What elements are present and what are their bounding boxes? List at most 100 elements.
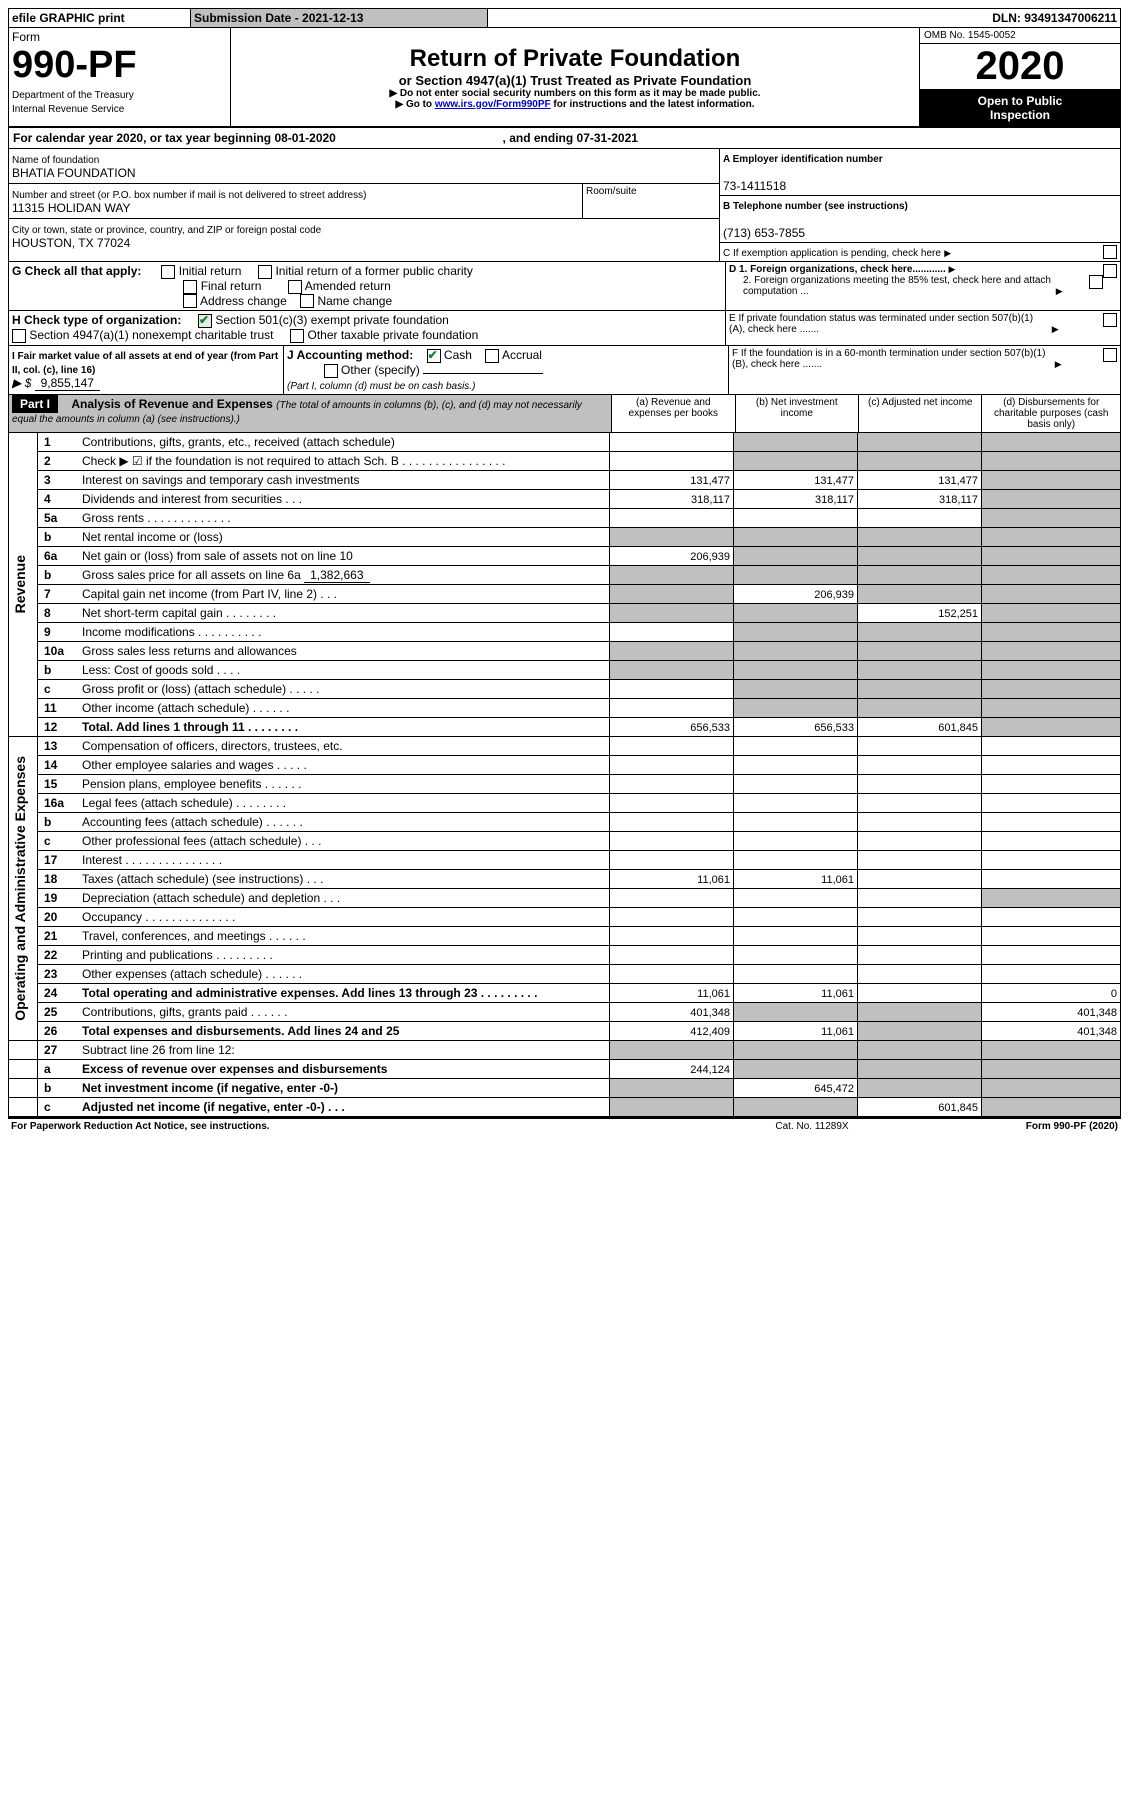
form-subtitle: or Section 4947(a)(1) Trust Treated as P… (234, 73, 916, 88)
opt-501c3: Section 501(c)(3) exempt private foundat… (215, 313, 448, 327)
opt-addr-change: Address change (200, 294, 287, 308)
form-ref: Form 990-PF (2020) (915, 1118, 1121, 1134)
checkbox-name-change[interactable] (300, 294, 314, 308)
section-ijf: I Fair market value of all assets at end… (8, 346, 1121, 395)
city-label: City or town, state or province, country… (12, 225, 321, 236)
table-row: 24Total operating and administrative exp… (9, 983, 1121, 1002)
arrow-icon (1052, 324, 1059, 335)
checkbox-amended[interactable] (288, 280, 302, 294)
table-row: bNet investment income (if negative, ent… (9, 1078, 1121, 1097)
cal-prefix: For calendar year 2020, or tax year begi… (13, 131, 274, 145)
goto-pre: ▶ Go to (395, 99, 434, 110)
checkbox-f[interactable] (1103, 348, 1117, 362)
phone-value: (713) 653-7855 (723, 226, 805, 240)
table-row: 12Total. Add lines 1 through 11 . . . . … (9, 717, 1121, 736)
d1-label: D 1. Foreign organizations, check here..… (729, 264, 946, 275)
section-g-d: G Check all that apply: Initial return I… (8, 262, 1121, 311)
table-row: 23Other expenses (attach schedule) . . .… (9, 964, 1121, 983)
checkbox-d1[interactable] (1103, 264, 1117, 278)
i-label: I Fair market value of all assets at end… (12, 351, 278, 376)
foundation-name: BHATIA FOUNDATION (12, 166, 136, 180)
table-row: bGross sales price for all assets on lin… (9, 565, 1121, 584)
city-state-zip: HOUSTON, TX 77024 (12, 236, 130, 250)
checkbox-e[interactable] (1103, 313, 1117, 327)
table-row: 5aGross rents . . . . . . . . . . . . . (9, 508, 1121, 527)
address-label: Number and street (or P.O. box number if… (12, 190, 366, 201)
table-row: bNet rental income or (loss) (9, 527, 1121, 546)
efile-label[interactable]: efile GRAPHIC print (9, 9, 191, 28)
dln-label: DLN: (992, 11, 1024, 25)
subdate-label: Submission Date - (194, 11, 302, 25)
table-row: 20Occupancy . . . . . . . . . . . . . . (9, 907, 1121, 926)
section-label: Operating and Administrative Expenses (12, 756, 28, 1021)
table-row: 4Dividends and interest from securities … (9, 489, 1121, 508)
irs-label: Internal Revenue Service (12, 104, 124, 115)
part1-grid: Revenue1Contributions, gifts, grants, et… (8, 433, 1121, 1117)
room-suite-label: Room/suite (583, 184, 720, 219)
checkbox-other-method[interactable] (324, 364, 338, 378)
checkbox-4947[interactable] (12, 329, 26, 343)
checkbox-addr-change[interactable] (183, 294, 197, 308)
col-d-header: (d) Disbursements for charitable purpose… (982, 395, 1121, 433)
checkbox-final-return[interactable] (183, 280, 197, 294)
table-row: 6aNet gain or (loss) from sale of assets… (9, 546, 1121, 565)
table-row: bAccounting fees (attach schedule) . . .… (9, 812, 1121, 831)
cal-mid: , and ending (503, 131, 577, 145)
form-header: Form 990-PF Department of the Treasury I… (8, 28, 1121, 128)
e-label: E If private foundation status was termi… (729, 313, 1049, 335)
col-c-header: (c) Adjusted net income (859, 395, 982, 433)
table-row: 17Interest . . . . . . . . . . . . . . . (9, 850, 1121, 869)
fmv-value: 9,855,147 (35, 376, 100, 391)
checkbox-accrual[interactable] (485, 349, 499, 363)
tax-year-begin: 08-01-2020 (274, 131, 335, 145)
part1-label: Part I (12, 395, 58, 413)
table-row: cGross profit or (loss) (attach schedule… (9, 679, 1121, 698)
foundation-name-label: Name of foundation (12, 155, 99, 166)
checkbox-cash[interactable] (427, 349, 441, 363)
table-row: 25Contributions, gifts, grants paid . . … (9, 1002, 1121, 1021)
ein-label: A Employer identification number (723, 154, 883, 165)
i-prefix: ▶ $ (12, 376, 31, 390)
table-row: 16aLegal fees (attach schedule) . . . . … (9, 793, 1121, 812)
inspection-label: Inspection (990, 108, 1050, 122)
checkbox-initial-return[interactable] (161, 265, 175, 279)
table-row: 22Printing and publications . . . . . . … (9, 945, 1121, 964)
tax-year-end: 07-31-2021 (577, 131, 638, 145)
d2-label: 2. Foreign organizations meeting the 85%… (729, 275, 1053, 297)
page-footer: For Paperwork Reduction Act Notice, see … (8, 1117, 1121, 1134)
form-number: 990-PF (12, 44, 137, 86)
checkbox-501c3[interactable] (198, 314, 212, 328)
table-row: 3Interest on savings and temporary cash … (9, 470, 1121, 489)
j-label: J Accounting method: (287, 348, 413, 362)
table-row: Operating and Administrative Expenses13C… (9, 736, 1121, 755)
opt-final: Final return (201, 279, 262, 293)
opt-cash: Cash (444, 348, 472, 362)
checkbox-initial-public[interactable] (258, 265, 272, 279)
arrow-icon (1055, 359, 1062, 370)
tax-year: 2020 (920, 44, 1120, 90)
checkbox-d2[interactable] (1089, 275, 1103, 289)
exemption-pending-label: C If exemption application is pending, c… (723, 248, 941, 259)
table-row: cOther professional fees (attach schedul… (9, 831, 1121, 850)
j-note: (Part I, column (d) must be on cash basi… (287, 381, 475, 392)
dln-value: 93491347006211 (1024, 11, 1117, 25)
f-label: F If the foundation is in a 60-month ter… (732, 348, 1052, 370)
table-row: 2Check ▶ ☑ if the foundation is not requ… (9, 451, 1121, 470)
part1-header: Part I Analysis of Revenue and Expenses … (8, 395, 1121, 433)
ein-value: 73-1411518 (723, 179, 786, 193)
table-row: 10aGross sales less returns and allowanc… (9, 641, 1121, 660)
table-row: 8Net short-term capital gain . . . . . .… (9, 603, 1121, 622)
opt-other-method: Other (specify) (341, 363, 420, 377)
form-instructions-link[interactable]: www.irs.gov/Form990PF (435, 99, 551, 110)
form-title: Return of Private Foundation (234, 45, 916, 73)
table-row: 15Pension plans, employee benefits . . .… (9, 774, 1121, 793)
submission-date: 2021-12-13 (302, 11, 363, 25)
part1-heading: Analysis of Revenue and Expenses (71, 397, 272, 411)
dept-treasury: Department of the Treasury (12, 90, 134, 101)
arrow-icon (949, 264, 956, 275)
arrow-icon (1056, 286, 1063, 297)
opt-name-change: Name change (317, 294, 392, 308)
table-row: cAdjusted net income (if negative, enter… (9, 1097, 1121, 1116)
checkbox-c[interactable] (1103, 245, 1117, 259)
checkbox-other-taxable[interactable] (290, 329, 304, 343)
